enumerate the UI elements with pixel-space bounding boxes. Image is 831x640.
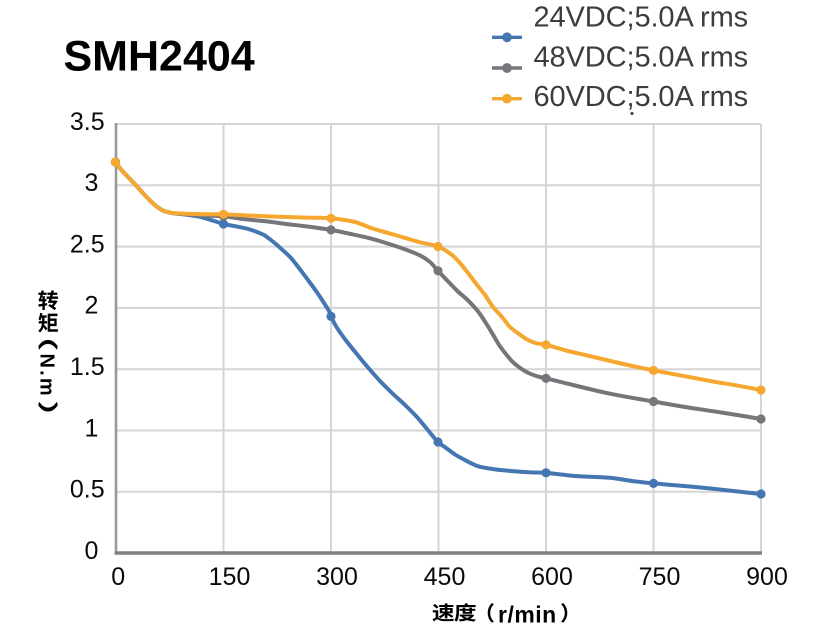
svg-text:600: 600: [531, 563, 573, 591]
svg-text:1.5: 1.5: [70, 353, 105, 381]
svg-text:2.5: 2.5: [70, 230, 105, 258]
svg-text:N.m: N.m: [36, 354, 58, 398]
svg-text:0: 0: [111, 563, 125, 591]
svg-text:2: 2: [84, 292, 98, 320]
svg-text:300: 300: [316, 563, 358, 591]
svg-text:900: 900: [746, 563, 788, 591]
svg-text:r/min: r/min: [498, 601, 557, 627]
svg-text:48VDC;5.0A rms: 48VDC;5.0A rms: [534, 42, 749, 74]
svg-text:750: 750: [639, 563, 681, 591]
svg-text:SMH2404: SMH2404: [64, 33, 255, 81]
svg-text:0: 0: [84, 537, 98, 565]
svg-text:3.5: 3.5: [70, 108, 105, 136]
svg-text:1: 1: [84, 414, 98, 442]
svg-text:24VDC;5.0A rms: 24VDC;5.0A rms: [534, 2, 749, 34]
svg-text:150: 150: [209, 563, 251, 591]
svg-text:60VDC;5.0A rms: 60VDC;5.0A rms: [534, 81, 749, 113]
svg-text:0.5: 0.5: [70, 476, 105, 504]
svg-text:3: 3: [84, 169, 98, 197]
svg-text:450: 450: [424, 563, 466, 591]
